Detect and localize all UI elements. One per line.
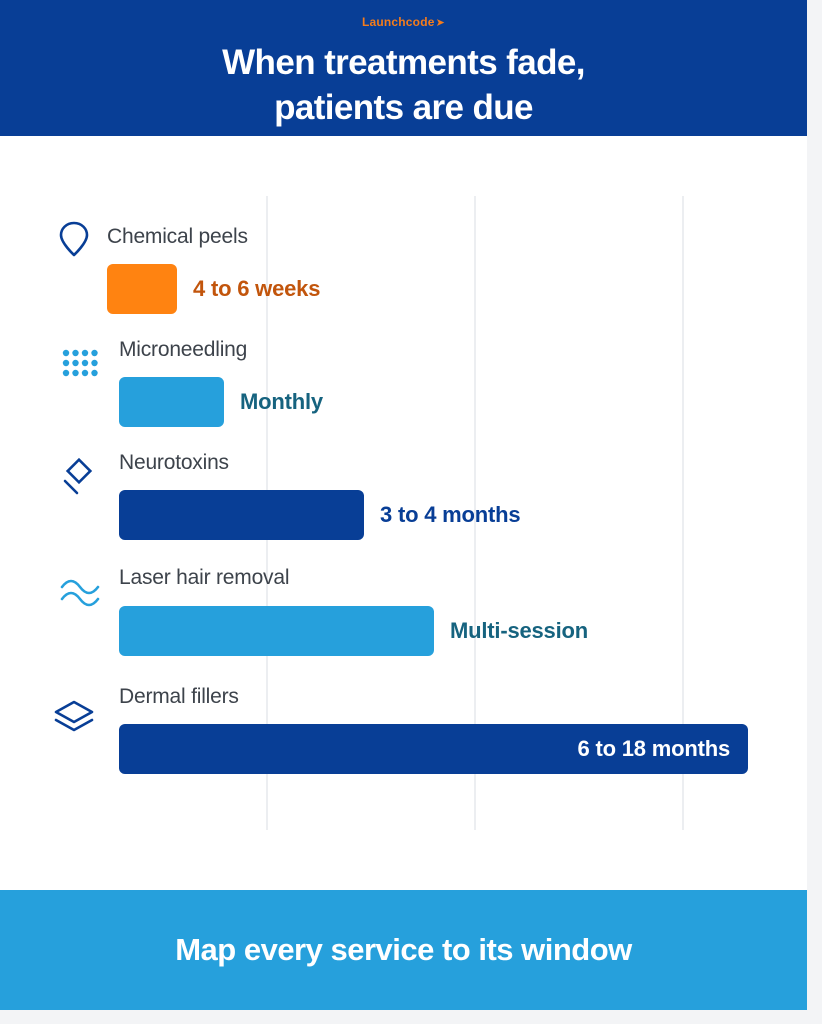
bar-value-label: 6 to 18 months [577,736,731,761]
bar [119,377,224,427]
footer-text: Map every service to its window [175,932,632,967]
bar-value-label: 4 to 6 weeks [193,276,321,301]
category-label: Laser hair removal [119,566,290,589]
brand-name: Launchcode [361,15,435,29]
rocket-icon: ➤ [435,17,446,29]
dots-grid-icon [60,347,100,387]
bar [107,264,177,314]
brand-logo: Launchcode➤ [0,15,807,29]
bar [119,490,364,540]
bar [119,724,748,774]
category-label: Dermal fillers [119,685,239,708]
header-banner: Launchcode➤ When treatments fade, patien… [0,0,807,136]
category-label: Microneedling [119,338,248,361]
category-label: Neurotoxins [119,451,229,474]
page-title: When treatments fade, patients are due [0,40,807,130]
diamond-icon [60,457,100,497]
category-label: Chemical peels [107,225,248,248]
title-line-1: When treatments fade, [222,43,585,82]
waves-icon [60,573,100,613]
bar-chart: Chemical peels 4 to 6 weeks Microneedling M… [54,219,748,774]
bar-value-label: 3 to 4 months [380,502,521,527]
bar-value-label: Multi-session [450,618,588,643]
gridline [474,196,476,830]
bar-value-label: Monthly [240,389,323,414]
pin-icon [54,219,94,259]
infographic-card: Launchcode➤ When treatments fade, patien… [0,0,807,1010]
footer-banner: Map every service to its window [0,890,807,1010]
gridline [682,196,684,830]
bar [119,606,434,656]
title-line-2: patients are due [274,88,533,127]
layers-icon [54,698,94,738]
